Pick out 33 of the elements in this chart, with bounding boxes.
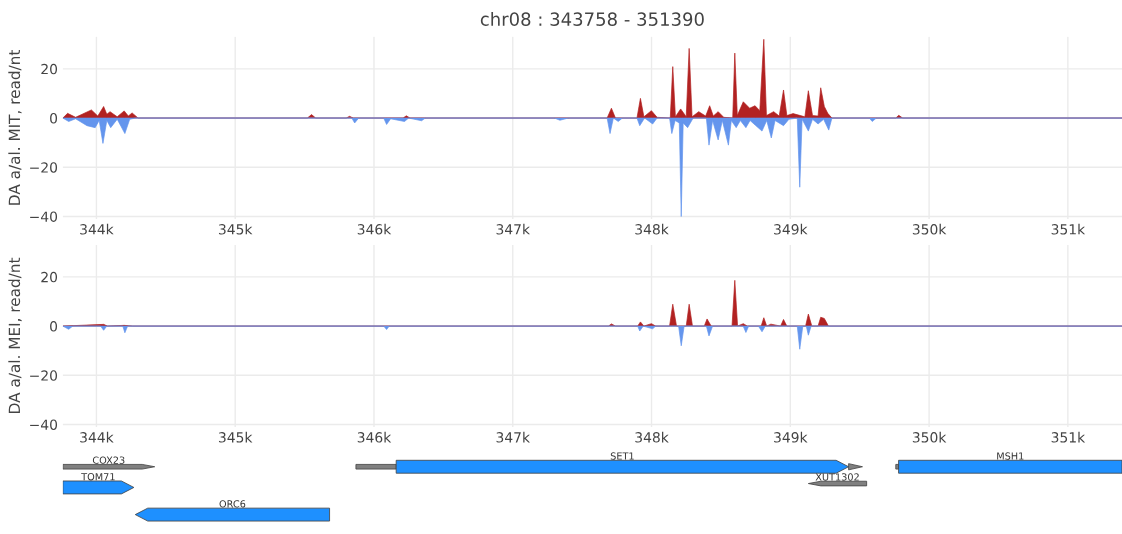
x-tick-label: 348k bbox=[635, 431, 669, 443]
y-axis-title: DA a/al. MIT, read/nt bbox=[8, 49, 22, 205]
x-tick-label: 346k bbox=[357, 223, 392, 235]
y-tick-label: 0 bbox=[50, 321, 58, 332]
y-tick-label: −20 bbox=[30, 162, 58, 173]
text: MSH1 bbox=[997, 452, 1024, 460]
y-tick-label: 20 bbox=[41, 271, 58, 283]
x-tick-label: 346k bbox=[357, 431, 392, 443]
text: XUT1302 bbox=[815, 473, 859, 481]
x-tick-label: 349k bbox=[774, 431, 808, 443]
x-tick-label: 348k bbox=[635, 223, 669, 235]
y-axis-title: DA a/al. MEI, read/nt bbox=[8, 257, 22, 413]
text: TOM71 bbox=[81, 473, 115, 481]
y-tick-label: 0 bbox=[50, 113, 58, 124]
x-tick-label: 349k bbox=[774, 223, 808, 235]
text: COX23 bbox=[92, 456, 125, 464]
x-tick-label: 351k bbox=[1051, 223, 1086, 235]
x-tick-label: 347k bbox=[496, 431, 530, 443]
x-tick-label: 351k bbox=[1051, 431, 1086, 443]
x-tick-label: 345k bbox=[218, 223, 253, 235]
x-tick-label: 344k bbox=[80, 223, 114, 235]
x-tick-label: 344k bbox=[80, 431, 114, 443]
text: SET1 bbox=[610, 452, 634, 460]
x-tick-label: 345k bbox=[218, 431, 253, 443]
text: ORC6 bbox=[219, 500, 246, 508]
y-tick-label: −40 bbox=[30, 211, 58, 222]
chart-title: chr08 : 343758 - 351390 bbox=[480, 12, 704, 26]
y-tick-label: −40 bbox=[30, 419, 58, 430]
y-tick-label: −20 bbox=[30, 370, 58, 381]
x-tick-label: 350k bbox=[912, 223, 947, 235]
x-tick-label: 350k bbox=[912, 431, 947, 443]
y-tick-label: 20 bbox=[41, 63, 58, 75]
x-tick-label: 347k bbox=[496, 223, 530, 235]
